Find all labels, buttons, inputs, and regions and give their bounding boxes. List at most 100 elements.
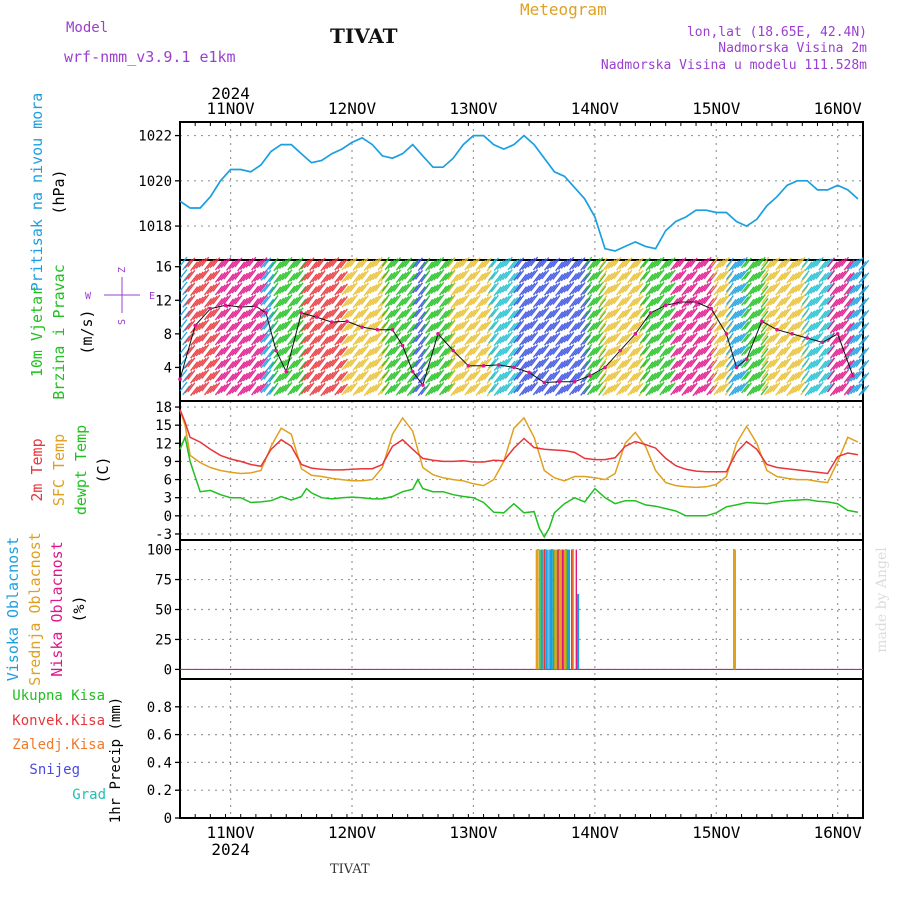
wind-barb — [341, 260, 350, 271]
wind-barb — [483, 332, 492, 343]
wind-barb — [847, 323, 856, 333]
wind-barb — [713, 310, 722, 321]
wind-barb — [358, 308, 367, 319]
wind-barb — [852, 308, 861, 319]
wind-barb — [323, 260, 332, 271]
wind-barb — [716, 284, 725, 295]
wind-barb — [613, 294, 622, 305]
wind-barb — [430, 321, 439, 332]
wind-barb — [535, 359, 544, 370]
wind-barb — [804, 336, 813, 347]
wind-barb — [659, 260, 668, 271]
wind-barb — [339, 258, 348, 269]
wind-barb — [823, 308, 833, 319]
wind-barb-band — [381, 256, 418, 397]
wind-barb — [653, 270, 662, 281]
wind-barb — [602, 323, 611, 334]
wind-barb — [832, 360, 841, 371]
wind-barb — [648, 322, 657, 333]
wind-barb — [493, 336, 502, 347]
wind-barb — [493, 273, 502, 284]
wind-barb — [852, 295, 861, 306]
wind-barb — [507, 260, 516, 271]
wind-barb — [490, 319, 499, 330]
wind-barb — [852, 320, 861, 331]
wind-barb — [786, 348, 795, 359]
wind-barb — [480, 383, 490, 394]
wind-barb — [835, 296, 844, 307]
wind-barb — [672, 384, 682, 395]
wind-barb — [245, 345, 254, 356]
wind-barb — [231, 308, 240, 319]
wind-barb — [571, 359, 580, 370]
wind-barb — [384, 322, 393, 333]
wind-barb — [284, 381, 293, 392]
wind-barb — [441, 334, 450, 345]
wind-barb — [675, 345, 684, 356]
y-tick-label: 12 — [155, 436, 172, 452]
wind-barb — [496, 310, 505, 320]
y-tick-label: 0.6 — [147, 728, 172, 744]
wind-barb — [760, 335, 769, 346]
wind-barb — [535, 309, 544, 320]
x-day-label-bottom: 13NOV — [449, 823, 498, 842]
wind-barb — [265, 373, 275, 384]
wind-barb — [818, 348, 827, 359]
wind-barb — [543, 323, 553, 334]
wind-barb — [761, 344, 770, 354]
wind-barb — [686, 371, 695, 382]
wind-barb — [728, 298, 737, 309]
wind-barb — [501, 307, 511, 318]
wind-barb — [303, 270, 312, 281]
wind-barb — [501, 282, 511, 293]
wind-barb — [700, 295, 709, 306]
wind-barb — [686, 271, 695, 282]
wind-barb — [598, 385, 607, 396]
wind-barb — [734, 384, 743, 394]
wind-barb — [425, 336, 434, 347]
wind-barb — [344, 346, 353, 357]
wind-barb — [719, 345, 728, 356]
wind-barb — [341, 385, 350, 396]
wind-barb — [775, 298, 784, 309]
wind-barb — [259, 344, 268, 355]
wind-barb — [769, 320, 778, 331]
wind-barb — [273, 373, 282, 384]
wind-barb — [412, 258, 421, 269]
wind-barb — [390, 333, 399, 343]
wind-barb — [592, 383, 601, 393]
wind-speed-point — [410, 369, 415, 374]
wind-barb — [780, 333, 789, 344]
wind-barb — [610, 370, 619, 381]
wind-barb — [263, 357, 272, 368]
x-day-label-top: 13NOV — [449, 99, 498, 118]
wind-barb — [706, 360, 715, 371]
wind-barb — [659, 285, 668, 296]
wind-barb — [713, 335, 722, 346]
wind-barb — [538, 383, 547, 394]
wind-barb — [560, 346, 569, 357]
wind-barb — [818, 373, 827, 384]
wind-barb — [684, 372, 693, 383]
wind-barb — [662, 334, 671, 345]
wind-barb — [195, 358, 204, 369]
wind-barb — [256, 383, 265, 394]
wind-barb — [840, 356, 850, 367]
wind-barb — [794, 382, 803, 393]
wind-barb — [584, 344, 593, 354]
wind-barb — [595, 369, 604, 380]
wind-barb — [780, 346, 789, 356]
wind-barb — [358, 271, 367, 282]
wind-barb — [563, 332, 572, 343]
wind-barb — [298, 386, 307, 396]
wind-barb — [662, 384, 671, 395]
wind-barb — [438, 348, 448, 359]
wind-barb — [810, 271, 819, 282]
wind-barb — [377, 335, 386, 346]
wind-barb — [444, 370, 453, 381]
wind-barb — [314, 271, 323, 282]
wind-barb — [433, 370, 442, 381]
wind-barb — [586, 322, 596, 333]
panel-frame-cloud — [179, 539, 864, 680]
wind-barb — [524, 308, 533, 319]
